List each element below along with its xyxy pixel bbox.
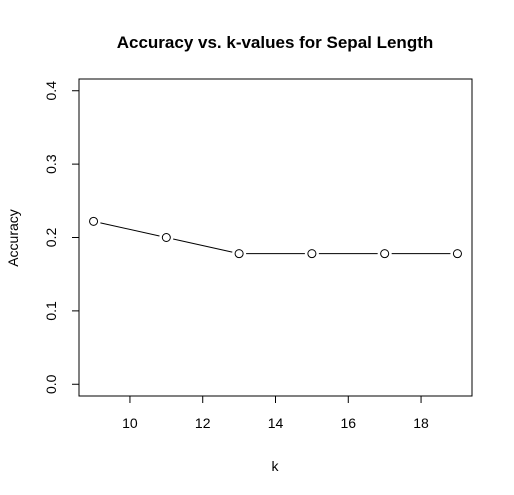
y-axis-label: Accuracy xyxy=(5,209,21,267)
data-point xyxy=(89,216,99,226)
x-axis: 10 12 14 16 18 xyxy=(122,395,429,431)
plot-frame xyxy=(78,78,473,397)
y-tick-label: 0.1 xyxy=(43,301,59,321)
y-tick-label: 0.3 xyxy=(43,154,59,174)
data-point xyxy=(307,249,317,259)
chart-title: Accuracy vs. k-values for Sepal Length xyxy=(117,33,434,52)
x-tick-label: 18 xyxy=(413,415,429,431)
y-tick-label: 0.4 xyxy=(43,81,59,101)
y-tick-label: 0.2 xyxy=(43,228,59,248)
data-point xyxy=(161,233,171,242)
x-tick-label: 16 xyxy=(340,415,356,431)
x-tick-label: 12 xyxy=(195,415,211,431)
series-segment xyxy=(173,238,233,253)
y-axis: 0.0 0.1 0.2 0.3 0.4 xyxy=(43,81,80,394)
y-tick-label: 0.0 xyxy=(43,374,59,394)
data-point xyxy=(234,249,244,259)
x-tick-label: 14 xyxy=(268,415,284,431)
x-axis-label: k xyxy=(272,458,280,474)
data-point xyxy=(452,249,462,259)
data-point xyxy=(380,249,390,259)
series-segment xyxy=(100,222,160,237)
x-tick-label: 10 xyxy=(122,415,138,431)
series-accuracy xyxy=(89,216,462,259)
